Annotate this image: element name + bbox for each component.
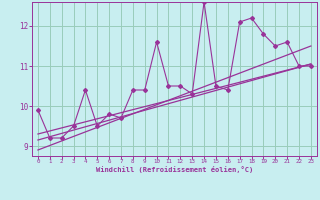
X-axis label: Windchill (Refroidissement éolien,°C): Windchill (Refroidissement éolien,°C): [96, 166, 253, 173]
